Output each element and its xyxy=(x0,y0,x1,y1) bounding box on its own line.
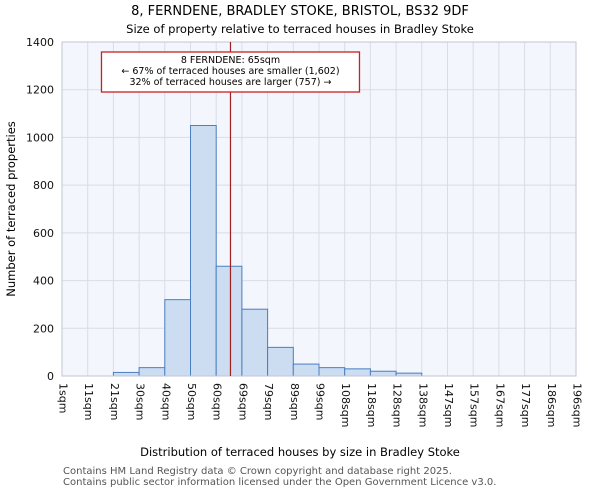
annotation-box: 8 FERNDENE: 65sqm← 67% of terraced house… xyxy=(100,51,361,93)
svg-text:Distribution of terraced house: Distribution of terraced houses by size … xyxy=(140,445,460,459)
svg-text:400: 400 xyxy=(33,275,54,288)
svg-text:1200: 1200 xyxy=(26,84,54,97)
svg-text:800: 800 xyxy=(33,179,54,192)
svg-text:32% of terraced houses are lar: 32% of terraced houses are larger (757) … xyxy=(129,77,331,88)
svg-text:177sqm: 177sqm xyxy=(519,383,532,427)
svg-text:1000: 1000 xyxy=(26,131,54,144)
svg-text:147sqm: 147sqm xyxy=(442,383,455,427)
svg-text:196sqm: 196sqm xyxy=(571,383,584,427)
svg-text:600: 600 xyxy=(33,227,54,240)
svg-text:0: 0 xyxy=(47,370,54,383)
svg-text:89sqm: 89sqm xyxy=(288,383,301,420)
svg-text:← 67% of terraced houses are s: ← 67% of terraced houses are smaller (1,… xyxy=(121,66,339,77)
svg-text:1400: 1400 xyxy=(26,36,54,49)
svg-text:Number of terraced properties: Number of terraced properties xyxy=(4,121,18,297)
svg-text:157sqm: 157sqm xyxy=(468,383,481,427)
svg-text:138sqm: 138sqm xyxy=(416,383,429,427)
svg-text:60sqm: 60sqm xyxy=(211,383,224,420)
svg-text:50sqm: 50sqm xyxy=(185,383,198,420)
svg-text:200: 200 xyxy=(33,322,54,335)
svg-text:186sqm: 186sqm xyxy=(545,383,558,427)
chart-subtitle: Size of property relative to terraced ho… xyxy=(126,22,474,36)
svg-text:167sqm: 167sqm xyxy=(493,383,506,427)
svg-text:1sqm: 1sqm xyxy=(57,383,70,413)
svg-text:108sqm: 108sqm xyxy=(339,383,352,427)
svg-text:118sqm: 118sqm xyxy=(365,383,378,427)
chart-title: 8, FERNDENE, BRADLEY STOKE, BRISTOL, BS3… xyxy=(131,4,469,19)
svg-text:11sqm: 11sqm xyxy=(82,383,95,420)
svg-text:79sqm: 79sqm xyxy=(262,383,275,420)
svg-text:128sqm: 128sqm xyxy=(391,383,404,427)
footer: Contains HM Land Registry data © Crown c… xyxy=(63,466,496,488)
svg-text:69sqm: 69sqm xyxy=(236,383,249,420)
svg-text:8 FERNDENE: 65sqm: 8 FERNDENE: 65sqm xyxy=(181,55,280,66)
svg-text:99sqm: 99sqm xyxy=(314,383,327,420)
svg-text:40sqm: 40sqm xyxy=(159,383,172,420)
svg-text:30sqm: 30sqm xyxy=(134,383,147,420)
svg-text:21sqm: 21sqm xyxy=(108,383,121,420)
footer-line-2: Contains public sector information licen… xyxy=(63,477,497,488)
footer-line-1: Contains HM Land Registry data © Crown c… xyxy=(63,466,452,477)
